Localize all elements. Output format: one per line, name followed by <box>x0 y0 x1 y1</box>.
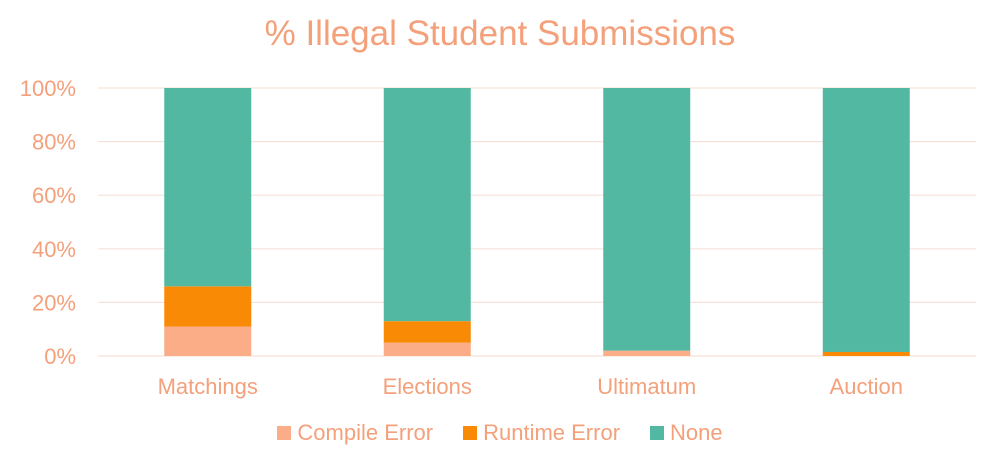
y-tick-label: 60% <box>32 183 76 208</box>
bar-segment-compile-error <box>603 350 691 356</box>
legend-swatch <box>463 426 478 440</box>
bar-segment-compile-error <box>164 326 252 356</box>
bar-segment-none <box>822 88 910 352</box>
legend-item: None <box>650 420 723 446</box>
chart-title: % Illegal Student Submissions <box>264 14 736 53</box>
bar-segment-runtime-error <box>164 286 252 327</box>
bar-segment-none <box>383 88 471 322</box>
y-tick-label: 100% <box>20 76 76 101</box>
x-category-label: Ultimatum <box>597 374 696 399</box>
bar-segment-runtime-error <box>822 351 910 356</box>
bar-segment-compile-error <box>383 342 471 356</box>
legend-swatch <box>277 426 292 440</box>
x-category-label: Matchings <box>158 374 258 399</box>
bar-segment-none <box>164 88 252 287</box>
legend: Compile Error Runtime Error None <box>0 420 1000 446</box>
legend-label: Compile Error <box>297 420 434 445</box>
legend-item: Runtime Error <box>463 420 620 446</box>
legend-label: None <box>670 420 723 445</box>
x-category-label: Auction <box>830 374 903 399</box>
x-category-label: Elections <box>383 374 472 399</box>
bar-segment-none <box>603 88 691 351</box>
y-tick-label: 80% <box>32 130 76 155</box>
legend-label: Runtime Error <box>483 420 621 445</box>
y-tick-label: 20% <box>32 290 76 315</box>
legend-item: Compile Error <box>277 420 433 446</box>
y-tick-label: 0% <box>44 344 76 369</box>
legend-swatch <box>650 426 665 440</box>
bar-segment-runtime-error <box>383 321 471 343</box>
y-tick-label: 40% <box>32 237 76 262</box>
